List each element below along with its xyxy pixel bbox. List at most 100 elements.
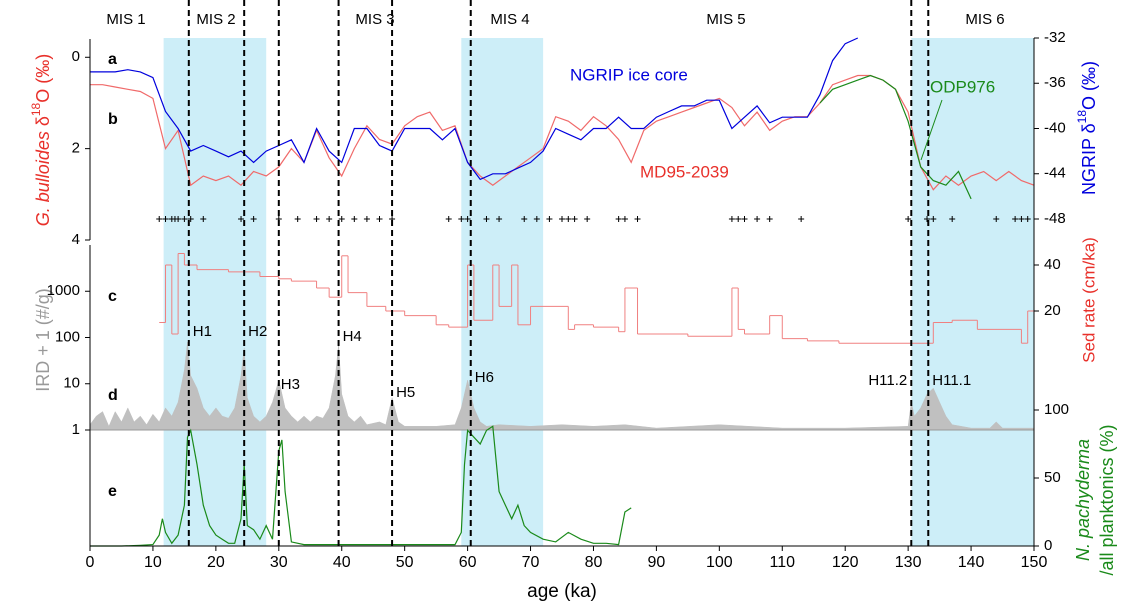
tie-point xyxy=(621,216,628,222)
y-tick-label: -48 xyxy=(1044,210,1066,227)
tie-point xyxy=(200,216,207,222)
event-label: H1 xyxy=(193,323,212,340)
tie-point xyxy=(993,216,1000,222)
stage-label: MIS 2 xyxy=(196,11,235,28)
tie-point xyxy=(181,216,188,222)
x-tick-label: 110 xyxy=(770,554,796,571)
x-tick-label: 120 xyxy=(832,554,859,571)
label-part: 18 xyxy=(29,102,43,116)
series-label: MD95-2039 xyxy=(640,162,729,181)
data-line xyxy=(90,37,859,181)
tie-point xyxy=(238,216,245,222)
tie-point xyxy=(565,216,572,222)
label-part: G. bulloides xyxy=(33,131,53,226)
y-tick-label: -40 xyxy=(1044,119,1066,136)
event-label: H5 xyxy=(396,384,415,401)
y-tick-label: 100 xyxy=(1044,401,1069,418)
y-tick-label: 1000 xyxy=(47,282,80,299)
tie-point xyxy=(464,216,471,222)
tie-point xyxy=(533,216,540,222)
x-tick-label: 60 xyxy=(459,554,477,571)
shaded-interval xyxy=(163,38,267,546)
tie-point xyxy=(615,216,622,222)
tie-point xyxy=(546,216,553,222)
tie-point xyxy=(735,216,742,222)
y-tick-label: 4 xyxy=(72,231,80,248)
y-tick-label: 10 xyxy=(63,375,80,392)
panel-label: c xyxy=(108,288,117,305)
x-tick-label: 30 xyxy=(270,554,288,571)
tie-point xyxy=(458,216,465,222)
tie-point xyxy=(930,216,937,222)
x-tick-label: 100 xyxy=(706,554,733,571)
event-label: H11.1 xyxy=(932,372,971,389)
tie-point xyxy=(634,216,641,222)
tie-point xyxy=(162,216,169,222)
tie-point xyxy=(728,216,735,222)
tie-point xyxy=(351,216,358,222)
x-tick-label: 50 xyxy=(396,554,414,571)
panel-label: d xyxy=(108,387,118,404)
label-part: O (‰) xyxy=(1079,61,1099,110)
tie-point xyxy=(521,216,528,222)
tie-point xyxy=(250,216,257,222)
tie-point xyxy=(338,216,345,222)
y-tick-label: 20 xyxy=(1044,302,1061,319)
shaded-interval xyxy=(911,38,1034,546)
y-tick-label: -36 xyxy=(1044,74,1066,91)
stage-label: MIS 6 xyxy=(965,11,1004,28)
panel-label: b xyxy=(108,111,118,128)
label-part: δ xyxy=(33,116,53,126)
stage-label: MIS 3 xyxy=(355,11,394,28)
y-tick-label: 0 xyxy=(72,48,80,65)
y-axis-label: G. bulloides δ18O (‰) xyxy=(29,54,53,226)
label-part: O (‰) xyxy=(33,54,53,103)
data-line xyxy=(819,74,972,200)
series-label: ODP976 xyxy=(930,77,995,96)
tie-point xyxy=(1018,216,1025,222)
tie-point xyxy=(156,216,163,222)
label-part: NGRIP δ xyxy=(1079,123,1099,195)
label-part: 18 xyxy=(1075,110,1089,124)
stage-label: MIS 5 xyxy=(706,11,745,28)
shaded-interval xyxy=(461,38,544,546)
y2-axis-label: NGRIP δ18O (‰) xyxy=(1075,61,1099,195)
tie-point xyxy=(949,216,956,222)
stage-label: MIS 1 xyxy=(106,11,145,28)
tie-point xyxy=(798,216,805,222)
x-tick-label: 0 xyxy=(86,554,95,571)
y-tick-label: 50 xyxy=(1044,469,1061,486)
labels-layer: G. bulloidesδ18O (‰) NGRIP δ18O (‰) Sed … xyxy=(29,11,1117,602)
x-tick-label: 80 xyxy=(585,554,603,571)
tie-point xyxy=(187,216,194,222)
tie-point xyxy=(559,216,565,222)
tie-point xyxy=(294,216,301,222)
tie-point xyxy=(1024,216,1031,222)
tie-point xyxy=(754,216,761,222)
x-tick-label: 20 xyxy=(207,554,225,571)
event-label: H2 xyxy=(248,323,267,340)
tie-point xyxy=(376,216,383,222)
tie-point xyxy=(363,216,370,222)
axes-layer xyxy=(85,0,1039,551)
label-pointer xyxy=(920,99,943,161)
y-tick-label: 0 xyxy=(1044,537,1052,554)
tie-point xyxy=(445,216,452,222)
y-tick-label: 1 xyxy=(72,421,80,438)
y-tick-label: -44 xyxy=(1044,165,1066,182)
x-tick-label: 90 xyxy=(648,554,666,571)
sed-rate-label: Sed rate (cm/ka) xyxy=(1079,237,1098,363)
panel-label: a xyxy=(108,51,117,68)
x-axis-label: age (ka) xyxy=(527,581,597,602)
tie-point xyxy=(571,216,578,222)
stage-label: MIS 4 xyxy=(490,11,529,28)
y-tick-label: 40 xyxy=(1044,256,1061,273)
tie-point xyxy=(905,216,912,222)
x-tick-label: 70 xyxy=(522,554,540,571)
series-label: NGRIP ice core xyxy=(570,65,688,84)
y-tick-label: 2 xyxy=(72,140,80,157)
x-tick-label: 40 xyxy=(333,554,351,571)
tie-point xyxy=(584,216,591,222)
tie-point xyxy=(175,216,182,222)
